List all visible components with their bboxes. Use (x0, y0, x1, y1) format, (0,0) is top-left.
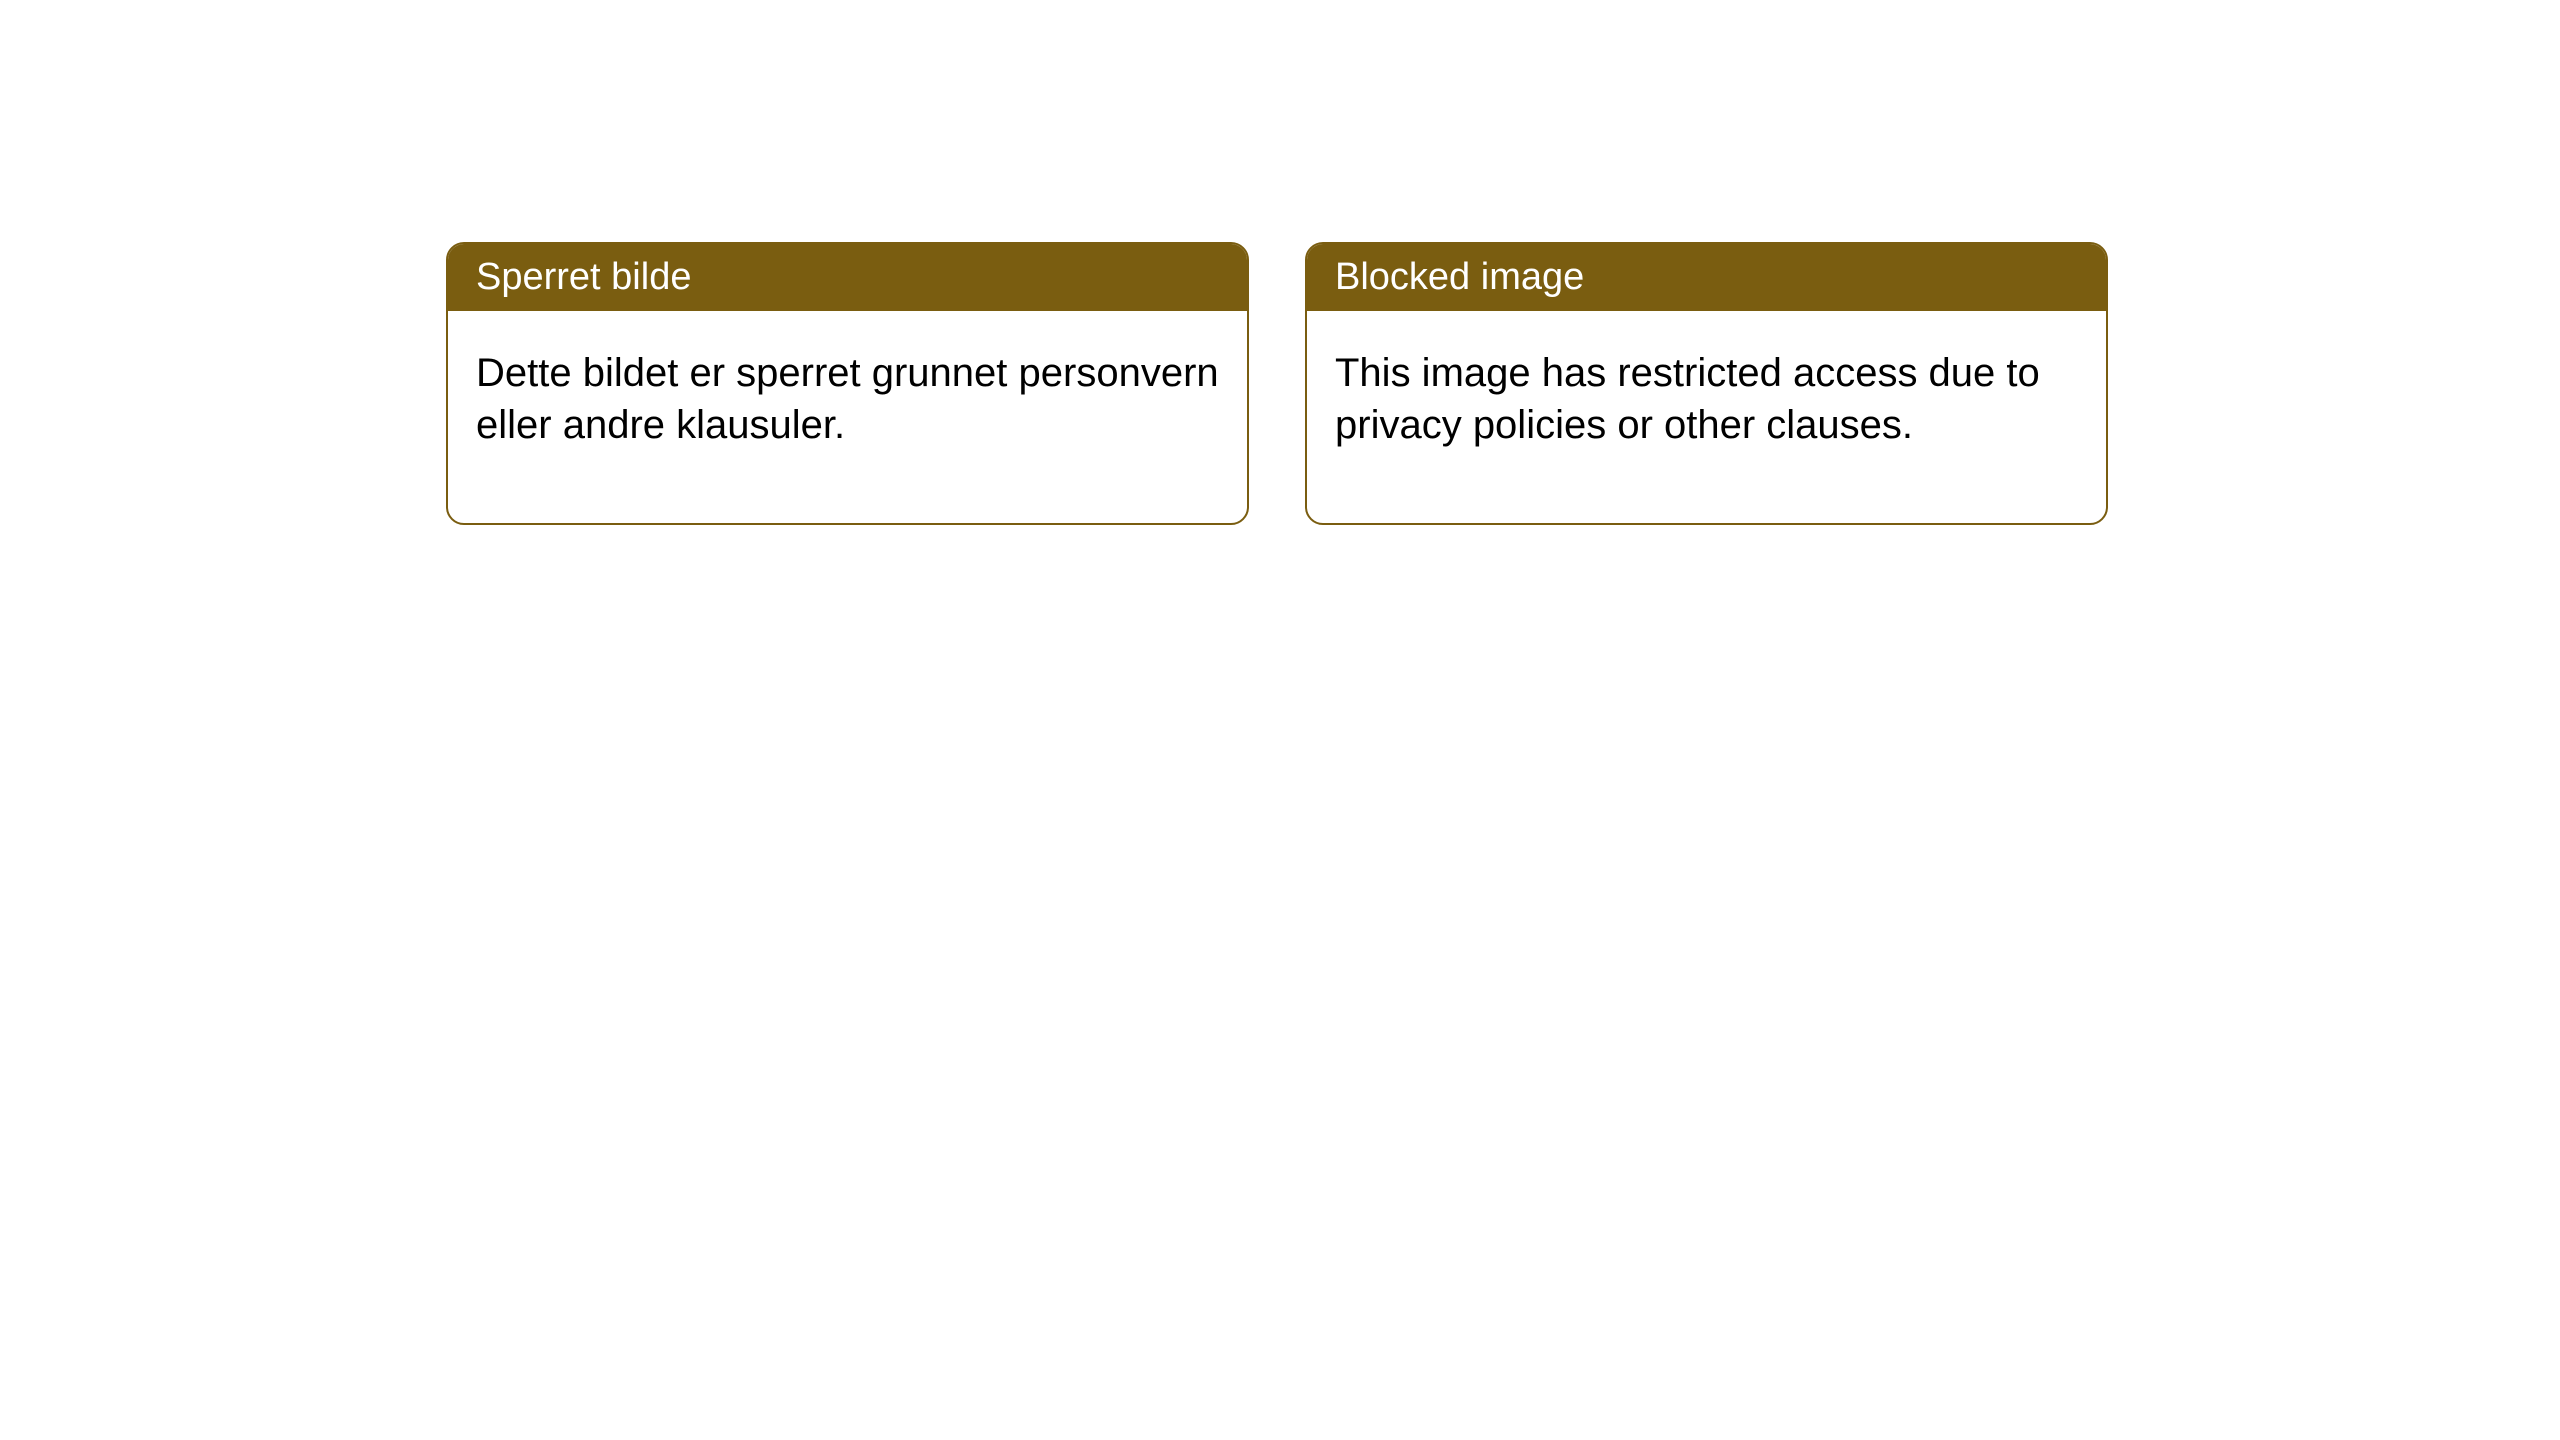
notice-body: This image has restricted access due to … (1307, 311, 2106, 523)
notice-cards-container: Sperret bilde Dette bildet er sperret gr… (446, 242, 2108, 525)
notice-header: Sperret bilde (448, 244, 1247, 311)
notice-body-text: Dette bildet er sperret grunnet personve… (476, 351, 1219, 447)
notice-body-text: This image has restricted access due to … (1335, 351, 2040, 447)
notice-body: Dette bildet er sperret grunnet personve… (448, 311, 1247, 523)
notice-title: Blocked image (1335, 256, 1584, 298)
notice-card-english: Blocked image This image has restricted … (1305, 242, 2108, 525)
notice-header: Blocked image (1307, 244, 2106, 311)
notice-title: Sperret bilde (476, 256, 691, 298)
notice-card-norwegian: Sperret bilde Dette bildet er sperret gr… (446, 242, 1249, 525)
